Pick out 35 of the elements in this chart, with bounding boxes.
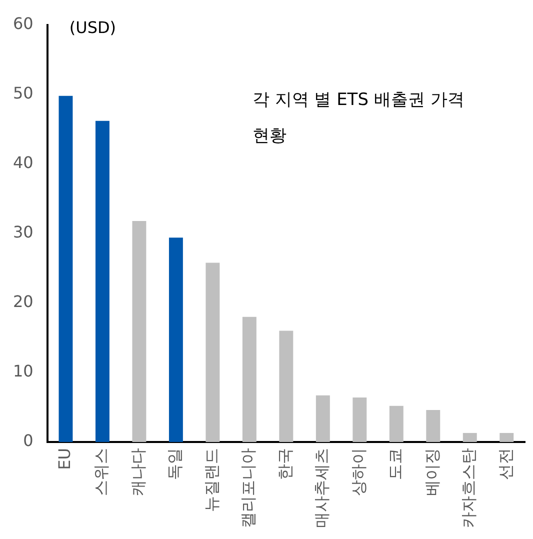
bar	[279, 330, 294, 442]
x-tick-label: 독일	[165, 448, 184, 480]
x-tick-label: 선전	[496, 448, 515, 480]
bar	[58, 96, 73, 442]
text: 각 지역 별 ETS 배출권 가격 현황	[252, 90, 464, 146]
x-tick-label: 매사추세츠	[312, 448, 332, 528]
x-tick-label: 스위스	[92, 448, 111, 496]
y-tick-label: 20	[13, 292, 34, 312]
y-tick-label: 40	[13, 153, 34, 172]
y-tick-label: 50	[13, 84, 34, 103]
bar	[206, 262, 220, 442]
y-tick-label: 10	[13, 362, 34, 381]
y-tick-label: 60	[13, 14, 34, 34]
bar	[316, 395, 330, 442]
x-tick-label: 뉴질랜드	[202, 448, 221, 512]
x-tick-label: 한국	[275, 448, 294, 480]
bar	[500, 432, 514, 442]
bar	[95, 120, 110, 442]
bar	[389, 406, 404, 442]
x-tick-label: 카자흐스탄	[459, 448, 478, 528]
x-tick-label: 캐나다	[128, 448, 148, 496]
bar	[462, 432, 477, 442]
y-tick-label: 0	[23, 431, 34, 450]
bar	[132, 220, 146, 442]
bar	[242, 316, 256, 442]
x-tick-label: EU	[54, 448, 74, 470]
bar	[352, 398, 367, 442]
x-tick-label: 캘리포니아	[238, 448, 258, 528]
bar	[168, 238, 183, 442]
y-axis-title: (USD)	[69, 18, 116, 37]
x-tick-label: 상하이	[348, 448, 368, 496]
y-tick-label: 30	[13, 222, 34, 242]
x-tick-label: 베이징	[422, 448, 442, 496]
x-tick-label: 도쿄	[386, 448, 405, 480]
bar	[426, 410, 440, 442]
